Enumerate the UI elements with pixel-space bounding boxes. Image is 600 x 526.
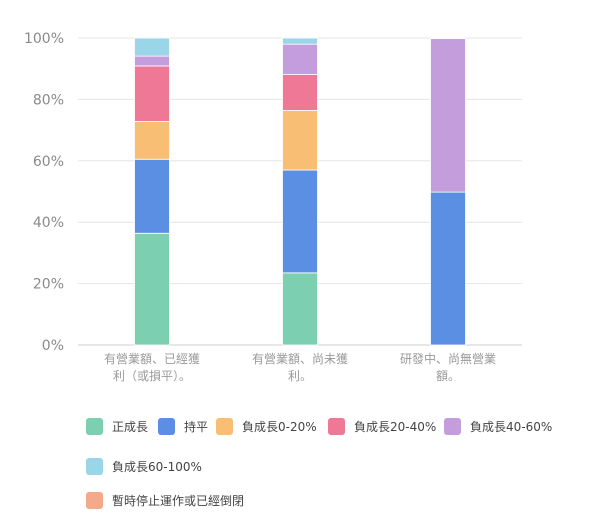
bar-segment-2-3 bbox=[282, 110, 318, 171]
x-category-label: 利。 bbox=[288, 369, 312, 383]
bar-segment-2-5 bbox=[282, 43, 318, 75]
x-category-label: 額。 bbox=[436, 369, 460, 383]
x-category-label: 研發中、尚無營業 bbox=[400, 351, 496, 366]
bar-segment-1-2 bbox=[134, 158, 170, 234]
legend-item: 負成長0-20% bbox=[216, 418, 317, 435]
bar-segment-1-4 bbox=[134, 65, 170, 122]
legend-swatch bbox=[444, 418, 461, 435]
legend-item: 暫時停止運作或已經倒閉 bbox=[86, 492, 244, 509]
legend-swatch bbox=[158, 418, 175, 435]
bar-segment-2-4 bbox=[282, 74, 318, 111]
y-tick-label: 60% bbox=[33, 154, 64, 170]
legend-label: 持平 bbox=[184, 420, 209, 434]
legend-label: 負成長20-40% bbox=[354, 420, 437, 434]
legend-label: 負成長40-60% bbox=[470, 420, 553, 434]
bar-segment-2-1 bbox=[282, 272, 318, 346]
legend-swatch bbox=[86, 458, 103, 475]
bar-segment-3-2 bbox=[430, 191, 466, 346]
bar-segment-3-6 bbox=[430, 37, 466, 40]
x-category-label: 利（或損平）。 bbox=[113, 368, 191, 383]
legend-item: 負成長60-100% bbox=[86, 458, 202, 475]
bar-segment-2-2 bbox=[282, 169, 318, 274]
y-tick-label: 80% bbox=[33, 92, 64, 108]
y-tick-label: 100% bbox=[24, 31, 64, 47]
y-tick-label: 40% bbox=[33, 215, 64, 231]
bar-segment-1-3 bbox=[134, 121, 170, 160]
x-category-label: 有營業額、已經獲 bbox=[104, 352, 200, 366]
legend-swatch bbox=[328, 418, 345, 435]
bar-segment-1-6 bbox=[134, 37, 170, 57]
bar-segment-3-5 bbox=[430, 38, 466, 193]
y-tick-label: 0% bbox=[42, 338, 64, 354]
legend-swatch bbox=[216, 418, 233, 435]
legend-item: 負成長20-40% bbox=[328, 418, 436, 435]
bar-segment-1-5 bbox=[134, 55, 170, 67]
legend-item: 持平 bbox=[158, 418, 208, 435]
legend-label: 正成長 bbox=[112, 420, 149, 434]
x-category-label: 有營業額、尚未獲 bbox=[252, 352, 348, 366]
bar-segment-2-6 bbox=[282, 37, 318, 45]
legend-swatch bbox=[86, 492, 103, 509]
y-tick-label: 20% bbox=[33, 277, 64, 293]
legend-item: 正成長 bbox=[86, 418, 148, 435]
legend-label: 負成長60-100% bbox=[112, 460, 202, 474]
legend-swatch bbox=[86, 418, 103, 435]
legend-label: 暫時停止運作或已經倒閉 bbox=[112, 494, 245, 508]
bar-segment-1-1 bbox=[134, 232, 170, 346]
legend-item: 負成長40-60% bbox=[444, 418, 552, 435]
legend-label: 負成長0-20% bbox=[242, 420, 317, 434]
